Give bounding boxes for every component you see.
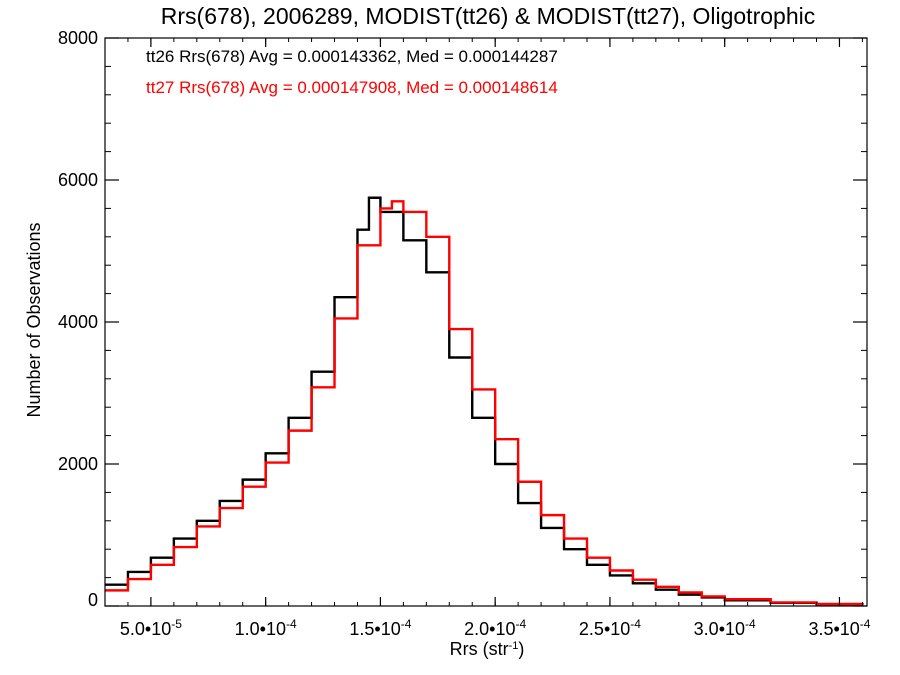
- legend-entry-tt27: tt27 Rrs(678) Avg = 0.000147908, Med = 0…: [146, 78, 558, 97]
- x-tick-label: 3.0•10-4: [694, 617, 756, 639]
- x-tick-label: 2.5•10-4: [579, 617, 641, 639]
- x-tick-label: 1.0•10-4: [235, 617, 297, 639]
- series-layer: [105, 196, 864, 606]
- chart-title: Rrs(678), 2006289, MODIST(tt26) & MODIST…: [161, 3, 815, 29]
- y-tick-label: 4000: [58, 312, 98, 332]
- x-axis-label-close: ): [518, 639, 524, 659]
- x-tick-label: 2.0•10-4: [464, 617, 526, 639]
- x-axis-label-exponent: -1: [509, 640, 519, 652]
- tick-layer: 5.0•10-5 1.0•10-4 1.5•10-4 2.0•10-4 2.5•10-4…: [58, 28, 871, 639]
- x-tick-label: 5.0•10-5: [120, 617, 182, 639]
- y-tick-label: 2000: [58, 454, 98, 474]
- x-tick-label: 1.5•10-4: [349, 617, 411, 639]
- x-axis-label: Rrs (str-1): [450, 639, 525, 659]
- x-tick-label: 3.5•10-4: [808, 617, 870, 639]
- legend-entry-tt26: tt26 Rrs(678) Avg = 0.000143362, Med = 0…: [146, 47, 558, 66]
- y-tick-label: 6000: [58, 170, 98, 190]
- x-axis-label-text: Rrs (str: [450, 639, 509, 659]
- y-tick-label: 8000: [58, 28, 98, 48]
- y-tick-label: 0: [88, 590, 98, 610]
- series-line-tt27: [105, 200, 864, 606]
- legend: tt26 Rrs(678) Avg = 0.000143362, Med = 0…: [146, 47, 558, 97]
- y-axis-label: Number of Observations: [24, 222, 44, 417]
